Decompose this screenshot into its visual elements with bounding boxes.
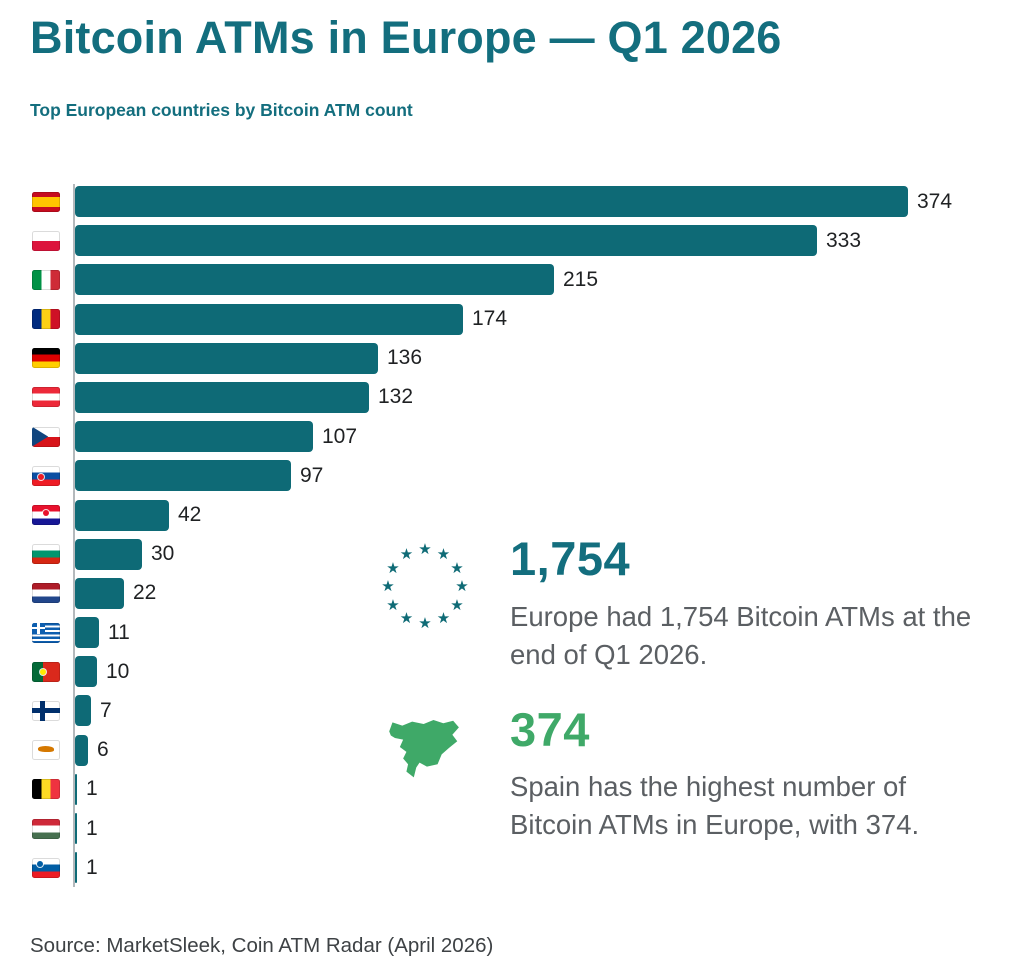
eu-star-icon: ★ [386,596,400,614]
bar-value-label: 42 [178,503,202,526]
eu-star-icon: ★ [418,541,432,558]
flag-icon-romania [32,309,60,330]
bar-value-label: 6 [97,738,109,762]
bar-romania [75,303,463,335]
y-axis-line [73,184,75,887]
flag-icon-netherlands [32,583,60,604]
flag-icon-czechia [32,426,60,447]
chart-row-slovakia: 97 [30,460,1000,492]
flag-icon-bulgaria [32,544,60,565]
flag-icon-portugal [32,661,60,682]
eu-star-icon: ★ [450,596,464,614]
bar-value-label: 11 [108,620,130,644]
bar-italy [75,264,554,296]
spain-highlight-text: Spain has the highest number of Bitcoin … [510,771,920,840]
page-subtitle: Top European countries by Bitcoin ATM co… [30,100,413,120]
bar-chart: 374 333 215 174 136 132 107 97 42 30 22 11 10 7 6 1 1 1 [30,184,1000,887]
flag-icon-austria [32,387,60,408]
bar-netherlands [75,577,124,609]
eu-star-icon: ★ [436,610,451,628]
europe-total-text: Europe had 1,754 Bitcoin ATMs at the end… [510,601,972,670]
bar-value-label: 7 [100,698,112,722]
flag-icon-greece [32,622,60,643]
chart-row-netherlands: 22 [30,577,1000,609]
bar-value-label: 30 [151,542,175,566]
chart-row-cyprus: 6 [30,734,1000,766]
chart-row-poland: 333 [30,225,1000,257]
bar-czechia [75,421,313,453]
europe-total-value: 1,754 [510,532,631,585]
bar-cyprus [75,734,88,766]
flag-icon-germany [32,348,60,369]
bar-bulgaria [75,538,142,570]
chart-row-czechia: 107 [30,421,1000,453]
chart-row-slovenia: 1 [30,852,1000,884]
flag-icon-croatia [32,505,60,525]
chart-row-romania: 174 [30,303,1000,335]
eu-star-icon: ★ [386,559,400,577]
chart-row-hungary: 1 [30,813,1000,844]
flag-icon-slovenia [32,857,60,878]
chart-row-italy: 215 [30,264,1000,296]
spain-map-icon [381,708,463,786]
bars-area: 374 333 215 174 136 132 107 97 42 30 22 11 10 7 6 1 1 1 [30,186,1000,884]
flag-icon-slovakia [32,465,60,486]
eu-star-icon: ★ [399,610,414,628]
spain-highlight-value: 374 [510,703,590,756]
chart-row-bulgaria: 30 [30,538,1000,570]
bar-croatia [75,499,169,531]
flag-icon-hungary [32,818,60,839]
flag-icon-italy [32,269,60,290]
bar-value-label: 333 [826,228,862,252]
bar-value-label: 136 [387,346,423,370]
bar-poland [75,225,817,257]
eu-star-icon: ★ [381,578,395,595]
bar-value-label: 1 [86,855,98,879]
flag-icon-cyprus [32,740,60,761]
bar-value-label: 374 [917,189,953,213]
bar-austria [75,381,369,413]
chart-row-portugal: 10 [30,656,1000,688]
bar-value-label: 97 [300,463,324,487]
chart-row-greece: 11 [30,617,1000,649]
eu-star-icon: ★ [450,559,464,577]
source-text: Source: MarketSleek, Coin ATM Radar (Apr… [30,934,494,957]
flag-icon-belgium [32,779,60,800]
bar-slovenia [75,852,77,884]
spain-map-svg [389,719,459,778]
bar-portugal [75,656,97,688]
bar-hungary [75,813,77,844]
chart-row-germany: 136 [30,342,1000,374]
eu-star-icon: ★ [399,545,414,563]
bar-value-label: 10 [106,659,130,683]
page-title: Bitcoin ATMs in Europe — Q1 2026 [30,12,782,63]
bar-spain [75,186,908,217]
chart-row-croatia: 42 [30,499,1000,531]
chart-row-austria: 132 [30,381,1000,413]
bar-value-label: 132 [378,385,414,409]
bar-slovakia [75,460,291,492]
bar-value-label: 174 [472,307,508,331]
bar-value-label: 1 [86,816,98,840]
bar-belgium [75,773,77,805]
chart-row-belgium: 1 [30,773,1000,805]
eu-star-icon: ★ [418,615,432,632]
bar-value-label: 215 [563,267,599,291]
chart-row-spain: 374 [30,186,1000,217]
flag-icon-spain [32,191,60,212]
bar-value-label: 22 [133,581,157,605]
bar-value-label: 107 [322,424,358,448]
flag-icon-finland [32,700,60,721]
eu-star-icon: ★ [436,545,451,563]
bar-value-label: 1 [86,777,98,801]
flag-icon-poland [32,230,60,251]
bar-germany [75,342,378,374]
bar-finland [75,695,91,727]
chart-row-finland: 7 [30,695,1000,727]
bar-greece [75,617,99,649]
eu-stars-icon: ★ ★ ★ ★ ★ ★ ★ ★ ★ ★ ★ ★ [381,542,468,632]
eu-star-icon: ★ [455,578,469,595]
